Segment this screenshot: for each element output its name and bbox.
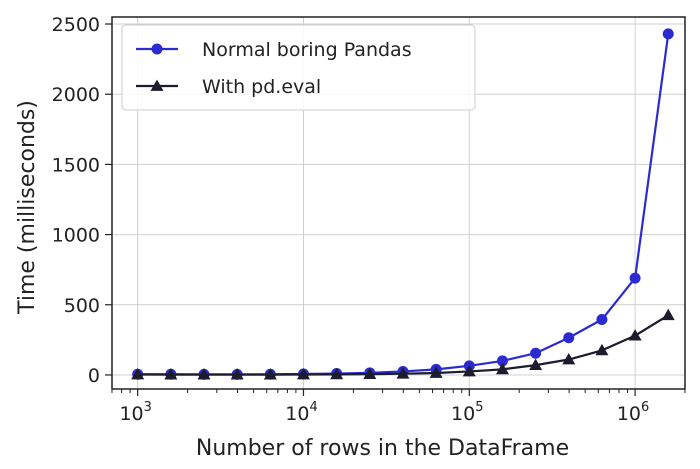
series-2-point — [164, 368, 178, 380]
series-2-point — [429, 366, 443, 378]
y-tick-label: 2500 — [52, 14, 100, 36]
series-2-point — [131, 368, 145, 380]
x-tick-base: 10 — [119, 403, 143, 425]
legend-label-2: With pd.eval — [202, 76, 321, 98]
x-tick-base: 10 — [451, 403, 475, 425]
legend-box — [121, 24, 476, 111]
legend-marker-1 — [151, 43, 163, 55]
y-tick-label: 0 — [88, 365, 100, 387]
x-tick-exponent: 5 — [475, 400, 483, 415]
series-2-point — [396, 367, 410, 379]
series-2-point — [529, 358, 543, 371]
series-2-point — [628, 329, 642, 341]
series-1-point — [629, 272, 641, 284]
series-layer — [131, 28, 675, 380]
series-1-point — [563, 332, 575, 344]
series-2-point — [495, 362, 509, 375]
plot-frame — [111, 16, 686, 390]
y-tick-label: 1500 — [52, 154, 100, 176]
x-axis-title: Number of rows in the DataFrame — [196, 436, 569, 461]
series-1-point — [596, 314, 608, 326]
x-tick-exponent: 6 — [641, 400, 649, 415]
series-2-point — [296, 368, 310, 380]
legend-items: Normal boring Pandas With pd.eval — [136, 39, 412, 98]
series-2-point — [661, 308, 675, 321]
x-tick-base: 10 — [617, 403, 641, 425]
series-2-point — [562, 353, 576, 365]
series-2-point — [263, 368, 277, 380]
y-axis-title: Time (milliseconds) — [15, 100, 40, 315]
series-2-point — [462, 364, 476, 377]
series-2-point — [363, 367, 377, 379]
series-2-point — [230, 368, 244, 380]
y-tick-label: 1000 — [52, 225, 100, 247]
x-tick-exponent: 4 — [309, 400, 317, 415]
x-tick-label: 104 — [285, 400, 317, 425]
series-2-point — [197, 368, 211, 380]
x-tick-label: 103 — [119, 400, 151, 425]
legend-label-1: Normal boring Pandas — [202, 39, 412, 61]
series-2-point — [330, 367, 344, 380]
x-tick-label: 106 — [617, 400, 649, 425]
series-2-point — [595, 343, 609, 356]
x-tick-label: 105 — [451, 400, 483, 425]
series-1-point — [530, 347, 542, 359]
series-1-point — [662, 28, 674, 40]
y-tick-label: 2000 — [52, 84, 100, 106]
legend: Normal boring Pandas With pd.eval — [121, 24, 476, 111]
legend-marker-2 — [150, 79, 164, 91]
series-1-point — [496, 355, 508, 367]
x-tick-exponent: 3 — [144, 400, 152, 415]
y-tick-label: 500 — [64, 295, 100, 317]
series-line-2 — [137, 314, 669, 376]
x-tick-base: 10 — [285, 403, 309, 425]
